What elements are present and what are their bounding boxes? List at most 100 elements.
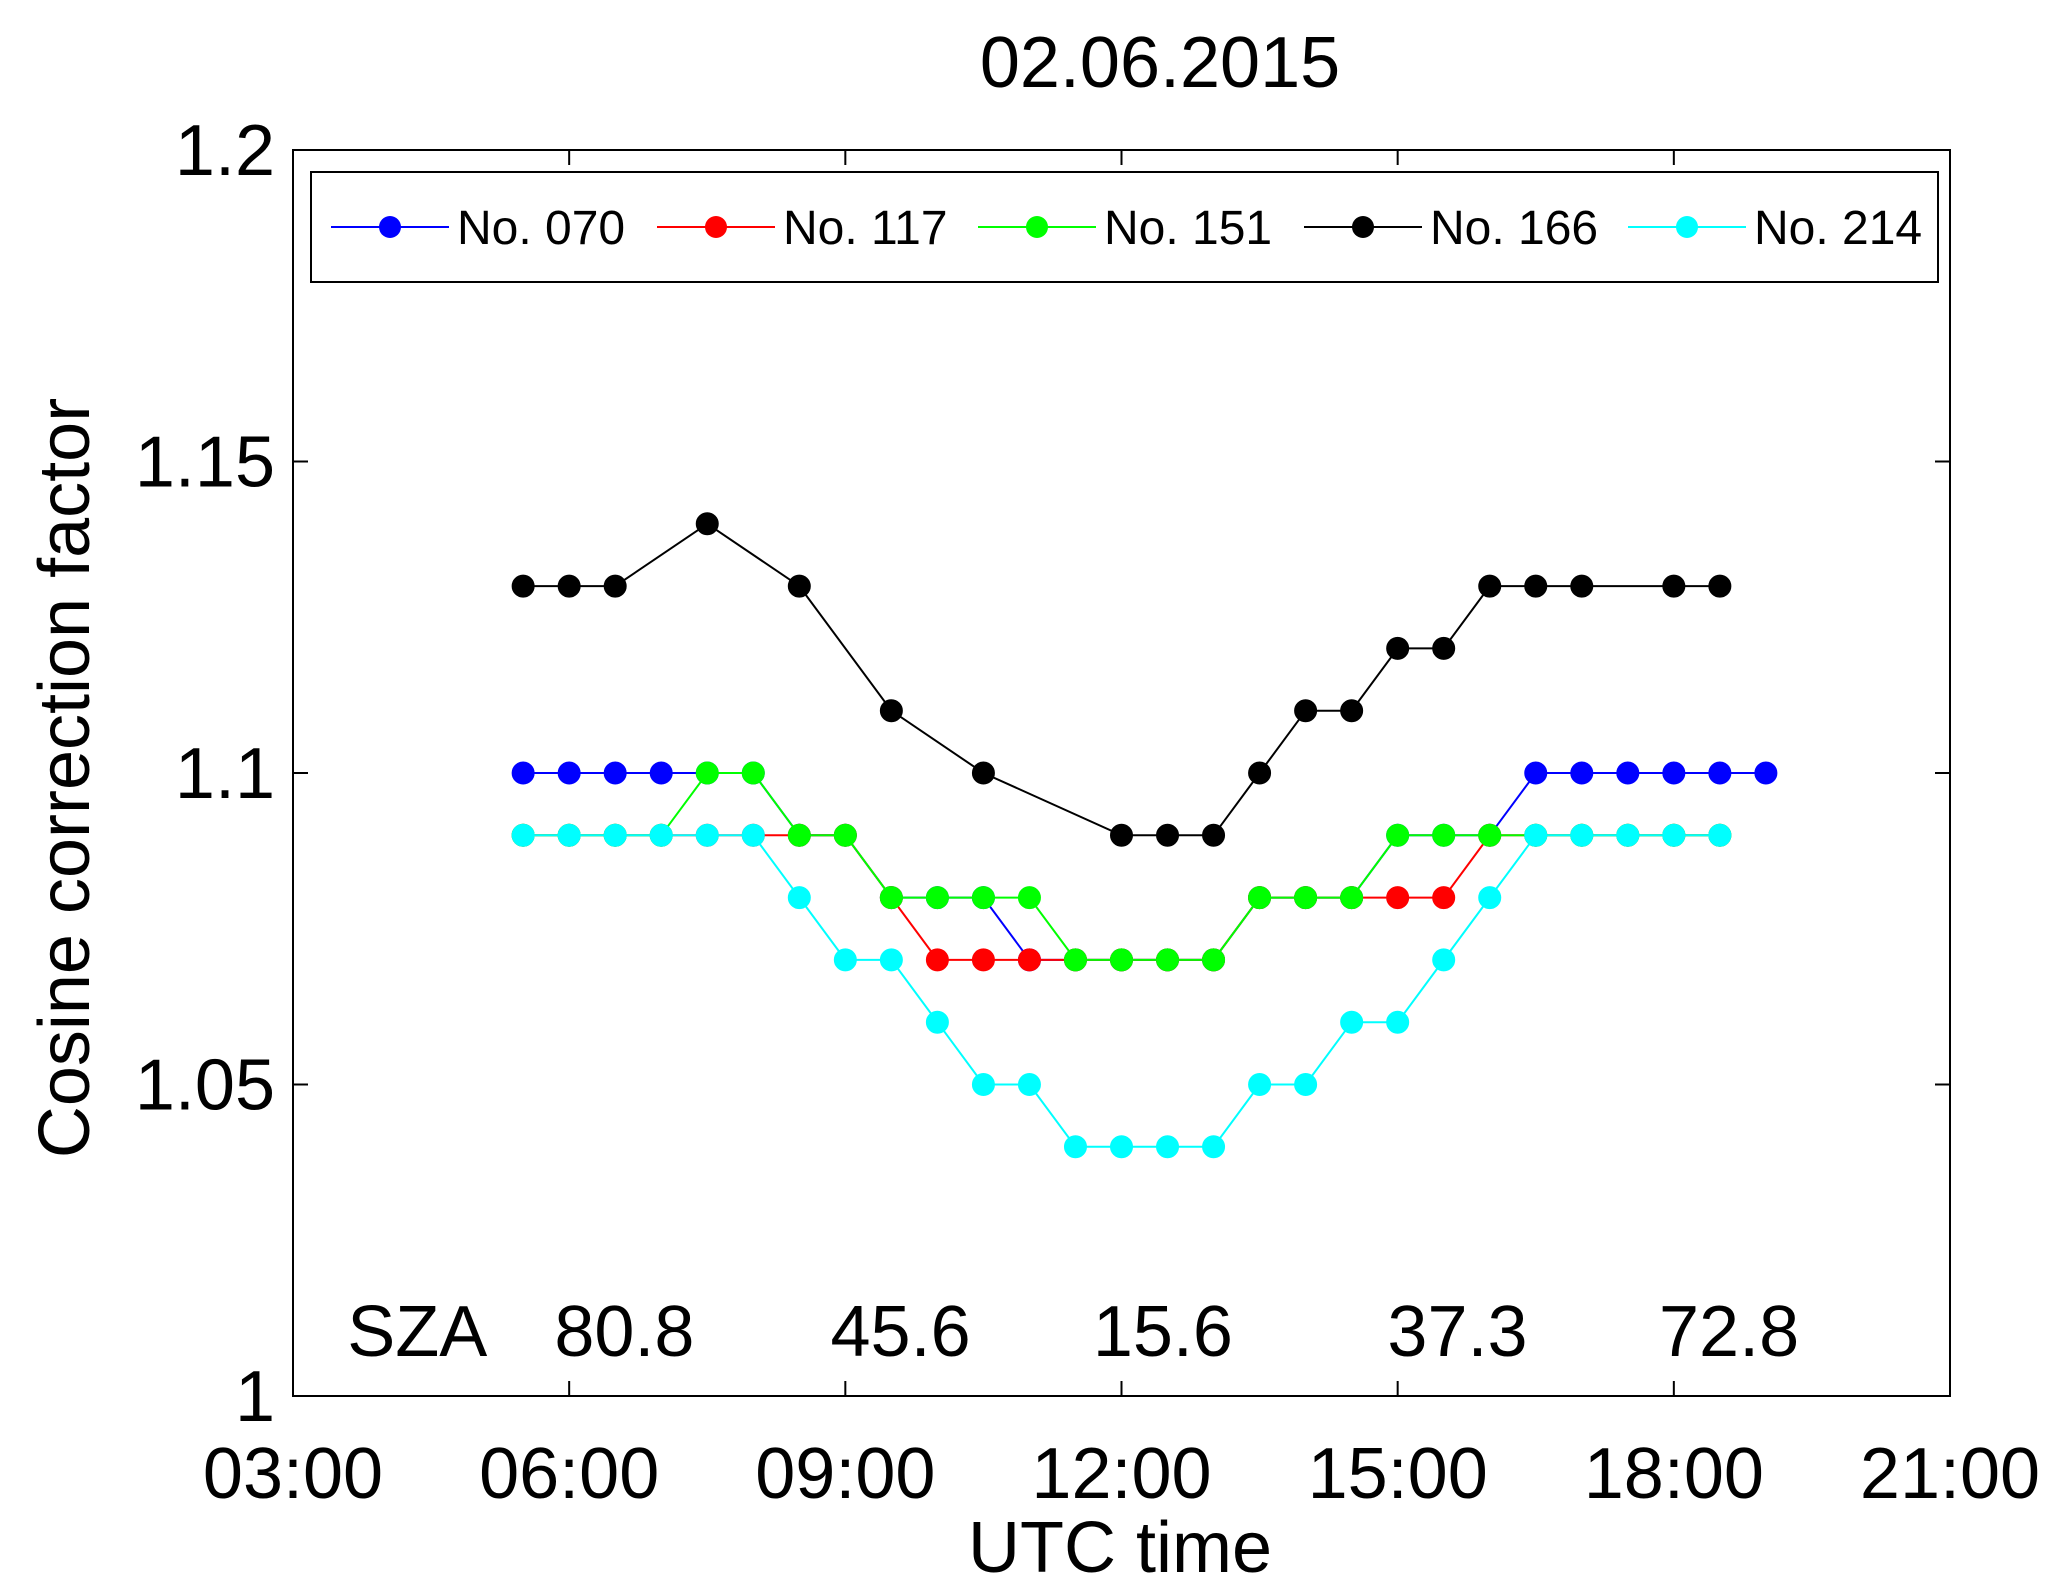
data-point — [787, 574, 811, 598]
legend-label: No. 117 — [783, 202, 948, 255]
data-point — [1386, 1010, 1410, 1034]
data-point — [1063, 1135, 1087, 1159]
x-tick-label: 12:00 — [1031, 1434, 1211, 1514]
data-point — [557, 574, 581, 598]
plot-frame — [292, 149, 1951, 1397]
data-point — [1248, 1073, 1272, 1096]
data-point — [971, 886, 995, 910]
data-point — [1156, 948, 1180, 972]
data-point — [1478, 823, 1502, 847]
data-point — [1570, 761, 1594, 785]
legend-item: No. 166 — [1304, 202, 1598, 255]
data-point — [741, 823, 765, 847]
data-point — [741, 761, 765, 785]
sza-annotation: SZA — [347, 1292, 487, 1372]
data-point — [1202, 948, 1226, 972]
data-point — [603, 574, 627, 598]
x-tick-label: 15:00 — [1308, 1434, 1488, 1514]
data-point — [1202, 1135, 1226, 1159]
legend-label: No. 166 — [1430, 202, 1598, 255]
data-point — [879, 699, 903, 723]
data-point — [695, 512, 719, 536]
data-point — [1432, 823, 1456, 847]
data-point — [1063, 948, 1087, 972]
data-point — [1340, 1010, 1364, 1034]
sza-annotation: 45.6 — [830, 1292, 970, 1372]
data-point — [925, 948, 949, 972]
data-point — [971, 761, 995, 785]
data-point — [879, 886, 903, 910]
legend-item: No. 117 — [657, 202, 948, 255]
y-tick-label: 1.1 — [175, 734, 275, 814]
data-point — [1017, 886, 1041, 910]
x-tick-label: 06:00 — [479, 1434, 659, 1514]
data-point — [1432, 636, 1456, 660]
data-point — [1386, 823, 1410, 847]
data-point — [1156, 1135, 1180, 1159]
data-point — [1754, 761, 1778, 785]
data-point — [557, 823, 581, 847]
data-point — [1386, 886, 1410, 910]
data-point — [649, 761, 673, 785]
legend: No. 070 No. 117 No. 151 No. 166 No. 214 — [310, 171, 1939, 283]
data-point — [1248, 886, 1272, 910]
data-point — [695, 761, 719, 785]
legend-label: No. 151 — [1104, 202, 1272, 255]
series-layer — [511, 512, 1778, 1159]
sza-annotation: 72.8 — [1659, 1292, 1799, 1372]
data-point — [603, 761, 627, 785]
data-point — [925, 1010, 949, 1034]
data-point — [1524, 574, 1548, 598]
legend-label: No. 214 — [1754, 202, 1922, 255]
data-point — [787, 886, 811, 910]
data-point — [1017, 948, 1041, 972]
data-point — [971, 948, 995, 972]
series-line — [523, 772, 1766, 961]
data-point — [1708, 761, 1732, 785]
data-point — [1478, 574, 1502, 598]
legend-marker — [1026, 216, 1048, 238]
data-point — [971, 1073, 995, 1096]
data-point — [833, 823, 857, 847]
data-point — [1662, 823, 1686, 847]
data-point — [557, 761, 581, 785]
data-point — [1432, 886, 1456, 910]
data-point — [1524, 761, 1548, 785]
data-point — [1570, 823, 1594, 847]
data-point — [1110, 823, 1133, 847]
data-point — [1662, 761, 1686, 785]
series-no-166 — [511, 512, 1732, 847]
data-point — [833, 948, 857, 972]
legend-marker — [705, 216, 727, 238]
x-tick-label: 18:00 — [1584, 1434, 1764, 1514]
legend-marker — [1352, 216, 1374, 238]
x-tick-label: 03:00 — [203, 1434, 383, 1514]
data-point — [1708, 574, 1732, 598]
data-point — [925, 886, 949, 910]
data-point — [1708, 823, 1732, 847]
series-line — [523, 522, 1720, 837]
y-tick-label: 1.05 — [135, 1046, 275, 1126]
legend-label: No. 070 — [457, 202, 625, 255]
x-tick-label: 09:00 — [755, 1434, 935, 1514]
data-point — [1110, 1135, 1133, 1159]
data-point — [1110, 948, 1133, 972]
data-point — [1294, 886, 1318, 910]
legend-marker — [1676, 216, 1698, 238]
series-line — [523, 772, 1720, 961]
sza-annotation: 37.3 — [1387, 1292, 1527, 1372]
x-axis-label: UTC time — [968, 1508, 1272, 1583]
data-point — [1294, 699, 1318, 723]
legend-item: No. 151 — [978, 202, 1272, 255]
data-point — [787, 823, 811, 847]
data-point — [1248, 761, 1272, 785]
series-no-214 — [511, 823, 1732, 1159]
y-tick-label: 1.15 — [135, 423, 275, 503]
data-point — [1616, 823, 1640, 847]
series-no-070 — [511, 761, 1778, 972]
data-point — [511, 574, 535, 598]
sza-annotation: 80.8 — [554, 1292, 694, 1372]
data-point — [511, 823, 535, 847]
data-point — [1017, 1073, 1041, 1096]
